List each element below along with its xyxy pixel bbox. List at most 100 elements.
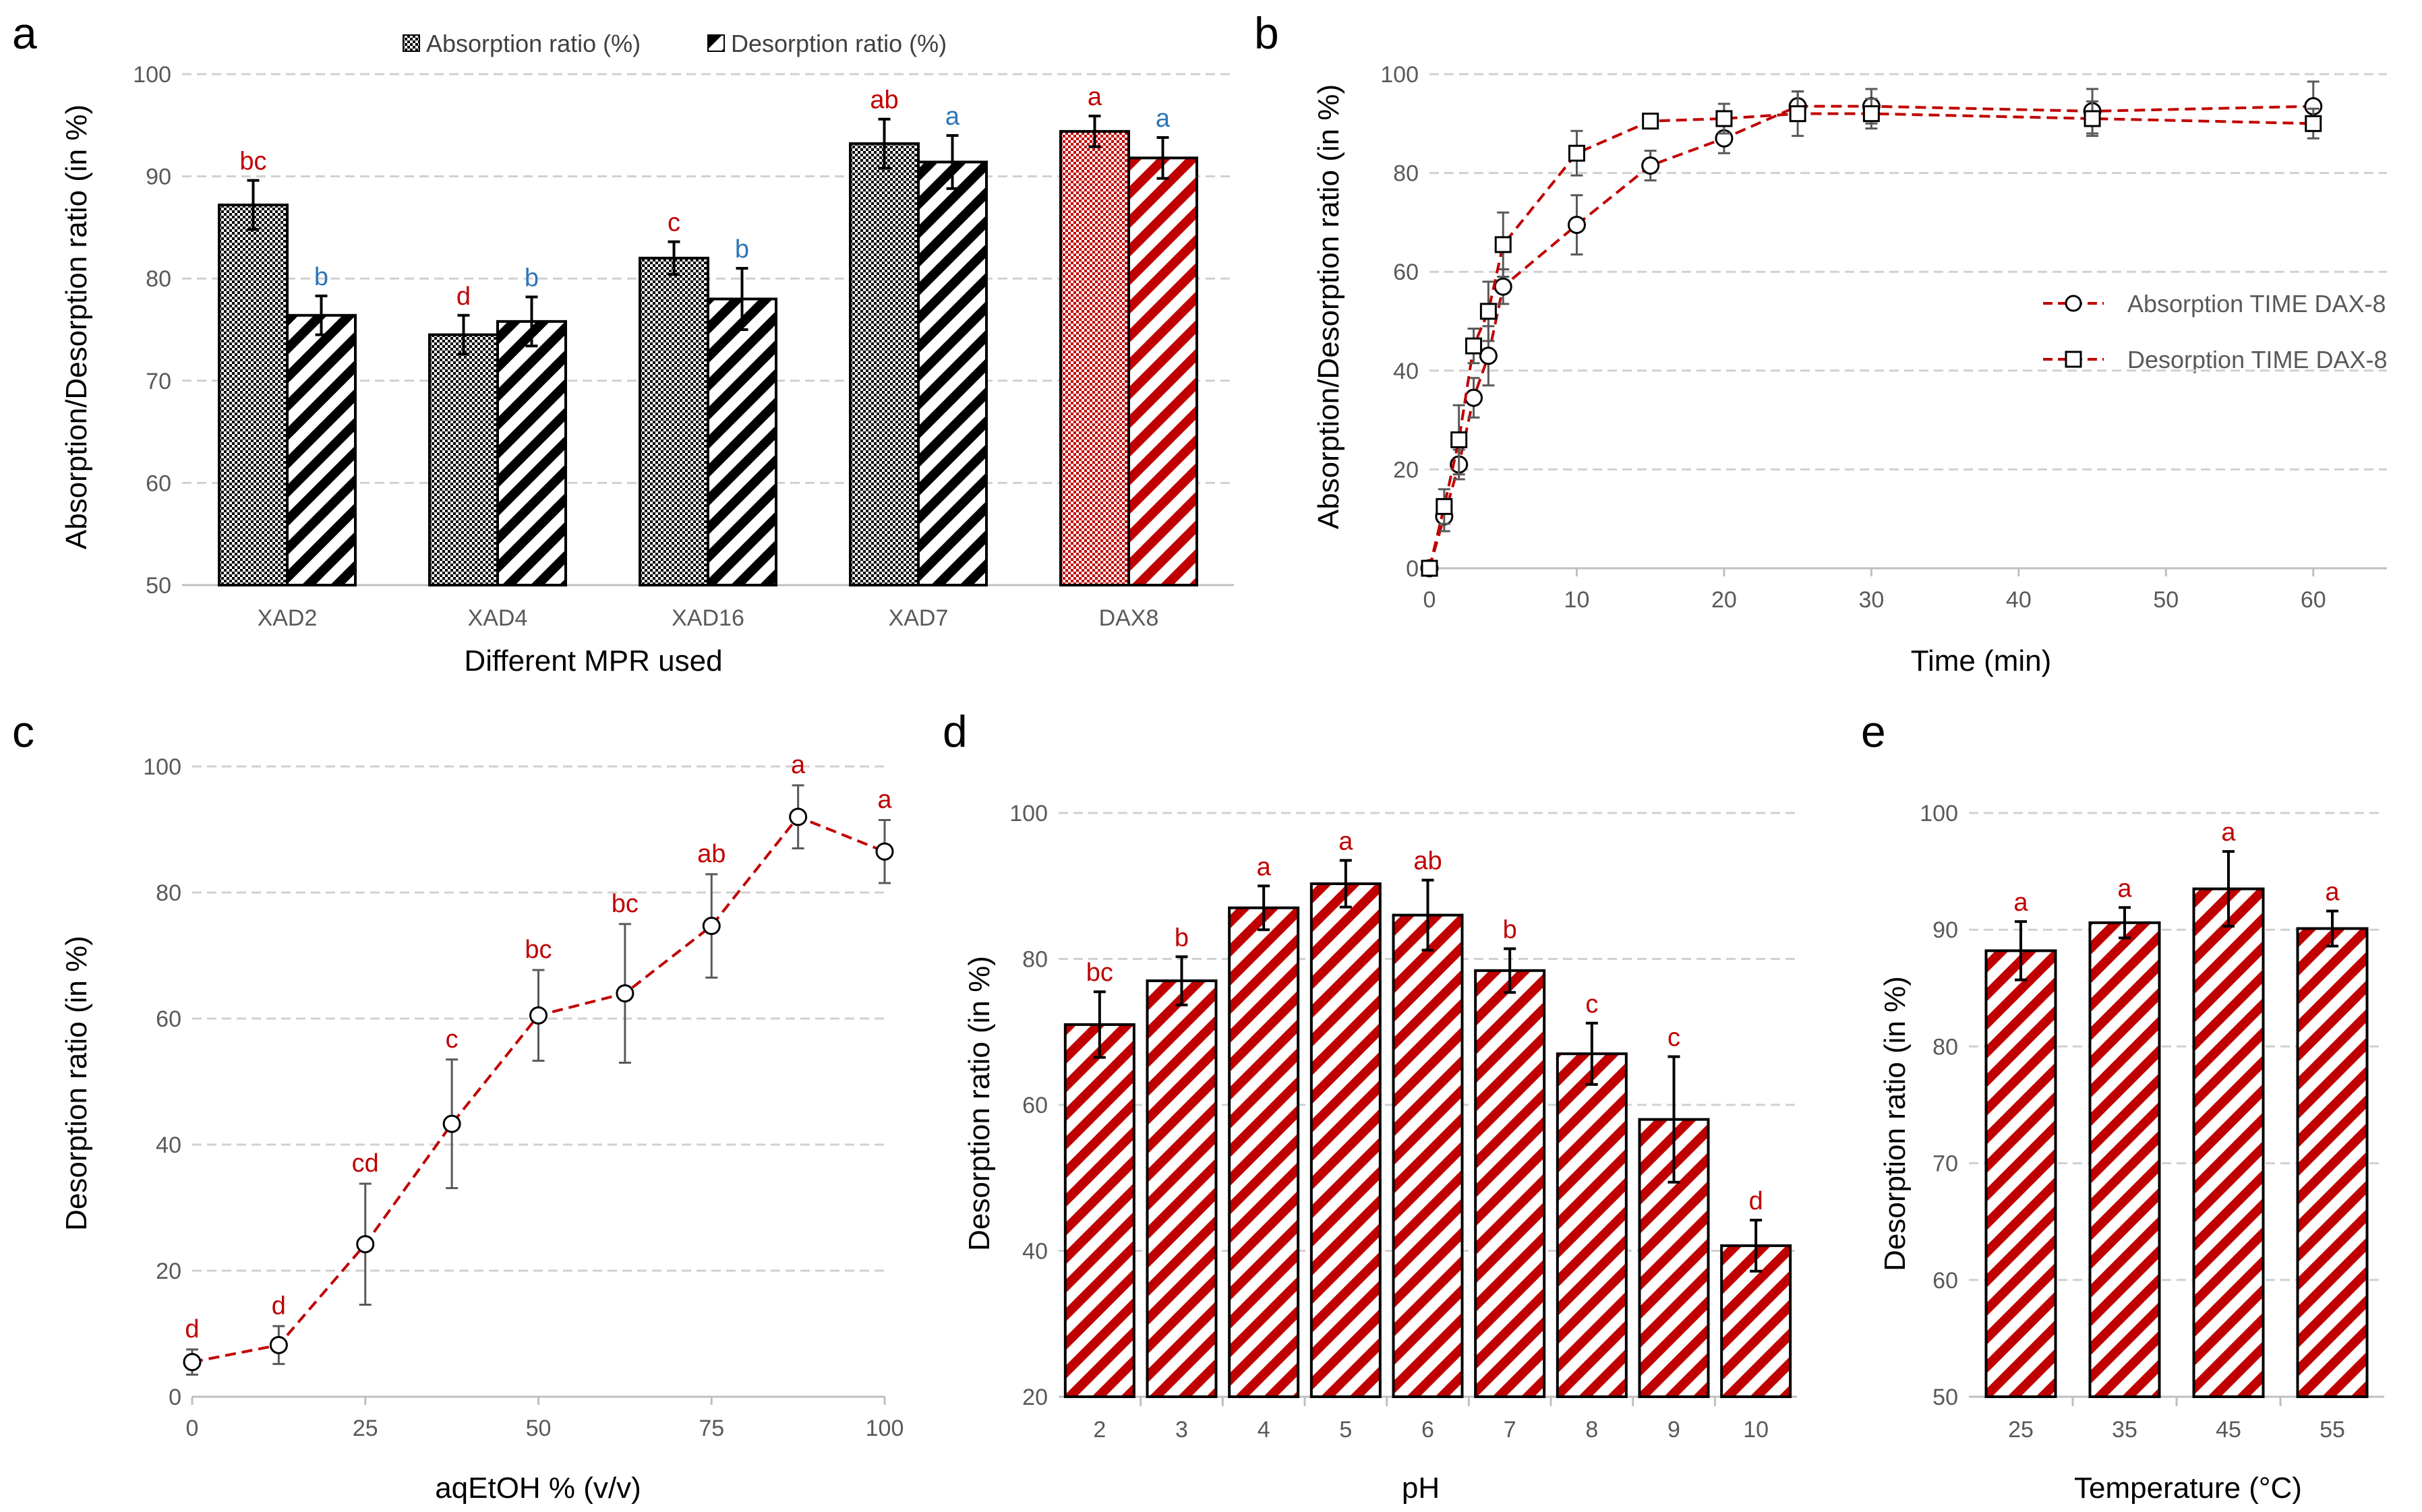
significance-letter: c (1585, 990, 1598, 1019)
panel-c-ytick-label: 20 (156, 1259, 181, 1284)
panel-a-xtick-label: XAD4 (468, 605, 528, 631)
significance-letter: bc (612, 890, 639, 918)
significance-letter: b (1175, 924, 1189, 952)
point-circle (702, 917, 721, 936)
panel-e-xtick-label: 25 (2008, 1417, 2034, 1443)
significance-letter: a (1156, 104, 1171, 133)
panel-b-xtick-label: 30 (1858, 587, 1884, 613)
significance-letter: a (945, 102, 960, 131)
point-square (1642, 113, 1659, 130)
panel-label-b: b (1254, 8, 1279, 58)
panel-a-ytick-label: 80 (146, 266, 171, 292)
panel-d-plot: 20 40 60 80 100 2 bc 3 b 4 a 5 a 6 ab 7 b 8 c 9 c 10 d (1009, 801, 1797, 1443)
point-square (2305, 115, 2322, 132)
panel-c-xtick-label: 100 (866, 1416, 904, 1441)
panel-e-ytick-label: 100 (1920, 801, 1958, 826)
panel-d-xtick-label: 6 (1421, 1417, 1434, 1443)
panel-c-ylabel: Desorption ratio (in %) (60, 936, 93, 1231)
significance-letter: bc (239, 148, 266, 176)
significance-letter: a (2325, 878, 2340, 906)
panel-b-xtick-label: 0 (1423, 587, 1436, 613)
panel-a-xtick-label: DAX8 (1099, 605, 1159, 631)
significance-letter: ab (697, 840, 726, 868)
point-square (1715, 110, 1733, 127)
point-circle (789, 808, 808, 826)
panel-b-ytick-label: 80 (1393, 161, 1419, 187)
panel-a-ytick-label: 100 (133, 62, 171, 88)
point-circle (1465, 388, 1483, 407)
point-circle (616, 984, 634, 1003)
panel-b-ytick-label: 100 (1380, 62, 1419, 88)
panel-d-xtick-label: 2 (1093, 1417, 1106, 1443)
panel-d-ytick-label: 20 (1022, 1385, 1048, 1410)
panel-d-ph: d pH Desorption ratio (in %) 20 40 60 80 100… (943, 706, 1797, 1505)
panel-b-xtick-label: 60 (2301, 587, 2326, 613)
panel-e-xtick-label: 55 (2320, 1417, 2345, 1443)
series-line-b-2 (1428, 112, 2313, 569)
panel-b-xtick-label: 40 (2006, 587, 2032, 613)
panel-b-xlabel: Time (min) (1911, 644, 2052, 677)
point-circle (183, 1353, 202, 1372)
panel-c-xtick-label: 25 (353, 1416, 378, 1441)
significance-letter: b (525, 264, 539, 292)
bar-d-8-1 (1556, 1052, 1628, 1398)
panel-e-ylabel: Desorption ratio (in %) (1879, 976, 1912, 1271)
bar-d-6-1 (1392, 913, 1464, 1399)
legend-marker-square (2065, 351, 2082, 368)
legend-swatch-absorption (403, 34, 420, 52)
panel-d-xtick-label: 9 (1667, 1417, 1680, 1443)
panel-a-xtick-label: XAD7 (889, 605, 949, 631)
point-circle (875, 842, 894, 861)
panel-a-xtick-label: XAD16 (672, 605, 744, 631)
panel-a-ytick-label: 90 (146, 164, 171, 190)
bar-a-DAX8-1 (1059, 129, 1130, 586)
panel-a-legend: Absorption ratio (%) Desorption ratio (%… (403, 30, 947, 57)
panel-a-ytick-label: 50 (146, 573, 171, 599)
bar-d-3-1 (1146, 979, 1218, 1398)
significance-letter: a (791, 751, 806, 779)
panel-c-xtick-label: 0 (186, 1416, 199, 1441)
point-square (1479, 303, 1497, 320)
significance-letter: b (735, 235, 749, 264)
point-square (1450, 431, 1468, 448)
significance-letter: ab (1413, 847, 1442, 876)
panel-a-absorption-desorption-mpr: a Different MPR used Absorption/Desorpti… (12, 8, 1234, 677)
panel-a-ylabel: Absorption/Desorption ratio (in %) (60, 104, 93, 549)
panel-a-ytick-label: 60 (146, 471, 171, 496)
significance-letter: a (1257, 853, 1272, 881)
panel-b-ytick-label: 0 (1406, 556, 1419, 582)
bar-a-XAD4-2 (496, 320, 567, 586)
bar-e-55-1 (2296, 927, 2369, 1398)
bar-d-2-1 (1063, 1023, 1135, 1399)
significance-letter: bc (525, 936, 552, 964)
panel-e-plot: 50 60 70 80 90 100 25 a 35 a 45 a 55 a (1920, 801, 2384, 1443)
point-square (2084, 110, 2101, 127)
significance-letter: d (185, 1315, 199, 1343)
legend-label-absorption: Absorption ratio (%) (426, 30, 641, 57)
point-circle (529, 1006, 548, 1025)
point-square (1421, 560, 1438, 577)
legend-marker-circle (2065, 295, 2082, 312)
panel-label-c: c (12, 706, 34, 756)
panel-c-plot: 0 20 40 60 80 100 0 25 50 75 100 d d cd c bc bc ab a a (143, 751, 904, 1441)
bar-d-7-1 (1474, 969, 1546, 1398)
panel-e-xtick-label: 35 (2112, 1417, 2137, 1443)
bar-a-XAD2-2 (286, 313, 357, 586)
bar-d-4-1 (1228, 906, 1300, 1398)
significance-letter: ab (870, 86, 898, 115)
bar-d-5-1 (1309, 882, 1382, 1398)
panel-b-ytick-label: 20 (1393, 457, 1419, 483)
point-square (1436, 497, 1453, 515)
bar-a-XAD7-1 (849, 142, 920, 586)
significance-letter: c (1667, 1024, 1680, 1052)
point-circle (442, 1114, 461, 1133)
legend-label-desorption: Desorption ratio (%) (731, 30, 947, 57)
significance-letter: b (314, 263, 328, 291)
point-square (1494, 236, 1512, 253)
panel-d-ylabel: Desorption ratio (in %) (963, 956, 996, 1251)
bar-a-DAX8-2 (1127, 156, 1198, 586)
panel-b-xtick-label: 50 (2153, 587, 2179, 613)
significance-letter: a (2221, 818, 2236, 847)
panel-d-xtick-label: 3 (1175, 1417, 1188, 1443)
